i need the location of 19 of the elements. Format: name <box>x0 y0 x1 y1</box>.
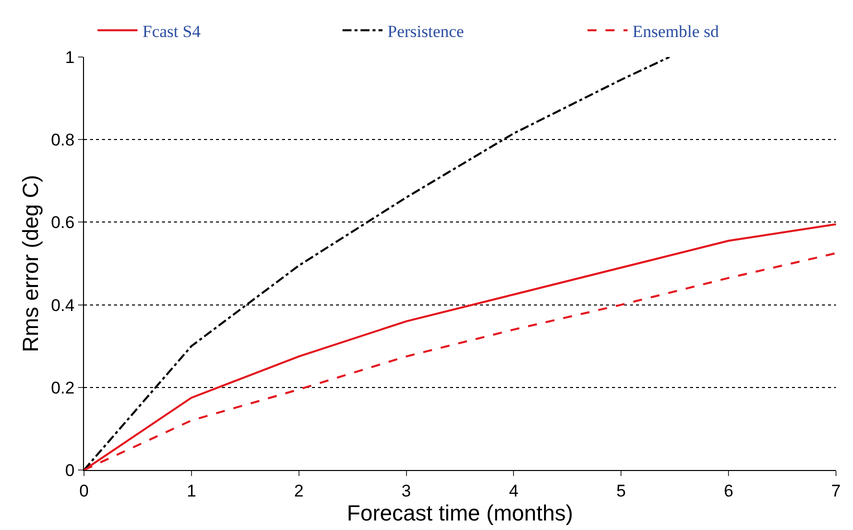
x-tick-label: 2 <box>294 481 304 500</box>
x-tick-label: 0 <box>79 481 89 500</box>
x-tick-label: 6 <box>724 481 734 500</box>
y-tick-label: 0.8 <box>50 130 75 150</box>
y-tick-label: 0.2 <box>50 378 75 398</box>
y-tick-label: 0.4 <box>50 296 75 315</box>
legend-label: Fcast S4 <box>142 22 202 41</box>
x-tick-label: 4 <box>508 481 518 500</box>
x-tick-label: 3 <box>402 481 412 500</box>
x-axis-title: Forecast time (months) <box>346 500 574 526</box>
legend-label: Persistence <box>388 22 464 41</box>
x-tick-label: 5 <box>616 481 626 500</box>
y-tick-label: 0.6 <box>50 213 75 232</box>
legend-label: Ensemble sd <box>632 22 720 41</box>
y-axis-title: Rms error (deg C) <box>18 174 43 352</box>
y-tick-label: 0 <box>65 460 75 480</box>
x-tick-label: 7 <box>831 481 841 500</box>
y-tick-label: 1 <box>65 48 75 67</box>
x-tick-label: 1 <box>186 481 196 500</box>
